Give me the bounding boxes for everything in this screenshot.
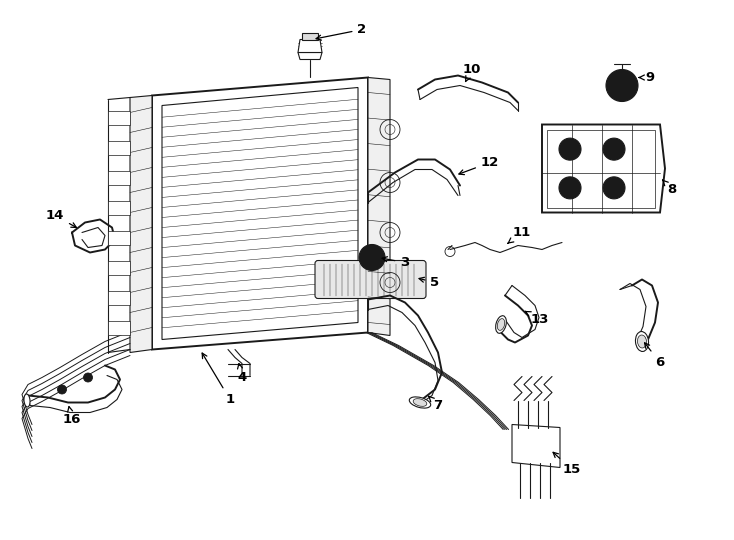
Polygon shape — [298, 52, 322, 59]
Circle shape — [612, 76, 632, 96]
Text: 2: 2 — [316, 23, 366, 40]
Polygon shape — [108, 171, 130, 185]
Circle shape — [359, 245, 385, 271]
Text: 12: 12 — [459, 156, 499, 174]
Polygon shape — [152, 78, 368, 349]
Polygon shape — [368, 78, 390, 335]
Circle shape — [603, 138, 625, 160]
Text: 1: 1 — [202, 353, 235, 406]
Text: 14: 14 — [46, 209, 76, 227]
Polygon shape — [162, 87, 358, 340]
Polygon shape — [108, 200, 130, 214]
Polygon shape — [130, 96, 152, 353]
Circle shape — [84, 373, 92, 382]
Ellipse shape — [495, 316, 506, 333]
Text: 13: 13 — [526, 312, 549, 326]
Circle shape — [564, 143, 576, 155]
Circle shape — [363, 248, 381, 267]
Circle shape — [608, 143, 620, 155]
Text: 15: 15 — [553, 453, 581, 476]
Ellipse shape — [497, 319, 505, 330]
Circle shape — [608, 182, 620, 194]
Text: 6: 6 — [644, 343, 664, 369]
Text: 9: 9 — [639, 71, 655, 84]
Ellipse shape — [410, 397, 431, 408]
Circle shape — [564, 182, 576, 194]
Polygon shape — [298, 39, 322, 52]
Circle shape — [606, 70, 638, 102]
Ellipse shape — [24, 394, 30, 407]
Text: 10: 10 — [463, 63, 482, 82]
Polygon shape — [108, 231, 130, 245]
Polygon shape — [302, 32, 318, 39]
Polygon shape — [108, 111, 130, 125]
Circle shape — [559, 177, 581, 199]
Circle shape — [603, 177, 625, 199]
Polygon shape — [108, 140, 130, 154]
Polygon shape — [542, 125, 665, 213]
Ellipse shape — [413, 399, 427, 406]
Text: 8: 8 — [663, 180, 677, 196]
Polygon shape — [108, 291, 130, 305]
Circle shape — [559, 138, 581, 160]
Ellipse shape — [636, 332, 649, 352]
Text: 5: 5 — [419, 276, 440, 289]
Polygon shape — [108, 260, 130, 274]
Polygon shape — [108, 321, 130, 334]
Text: 16: 16 — [63, 407, 81, 426]
Ellipse shape — [638, 335, 647, 348]
Circle shape — [57, 385, 67, 394]
Text: 4: 4 — [237, 363, 247, 384]
Text: 11: 11 — [508, 226, 531, 244]
Circle shape — [367, 253, 377, 262]
FancyBboxPatch shape — [315, 260, 426, 299]
Text: 3: 3 — [382, 256, 410, 269]
Text: 7: 7 — [429, 396, 443, 412]
Polygon shape — [512, 424, 560, 468]
